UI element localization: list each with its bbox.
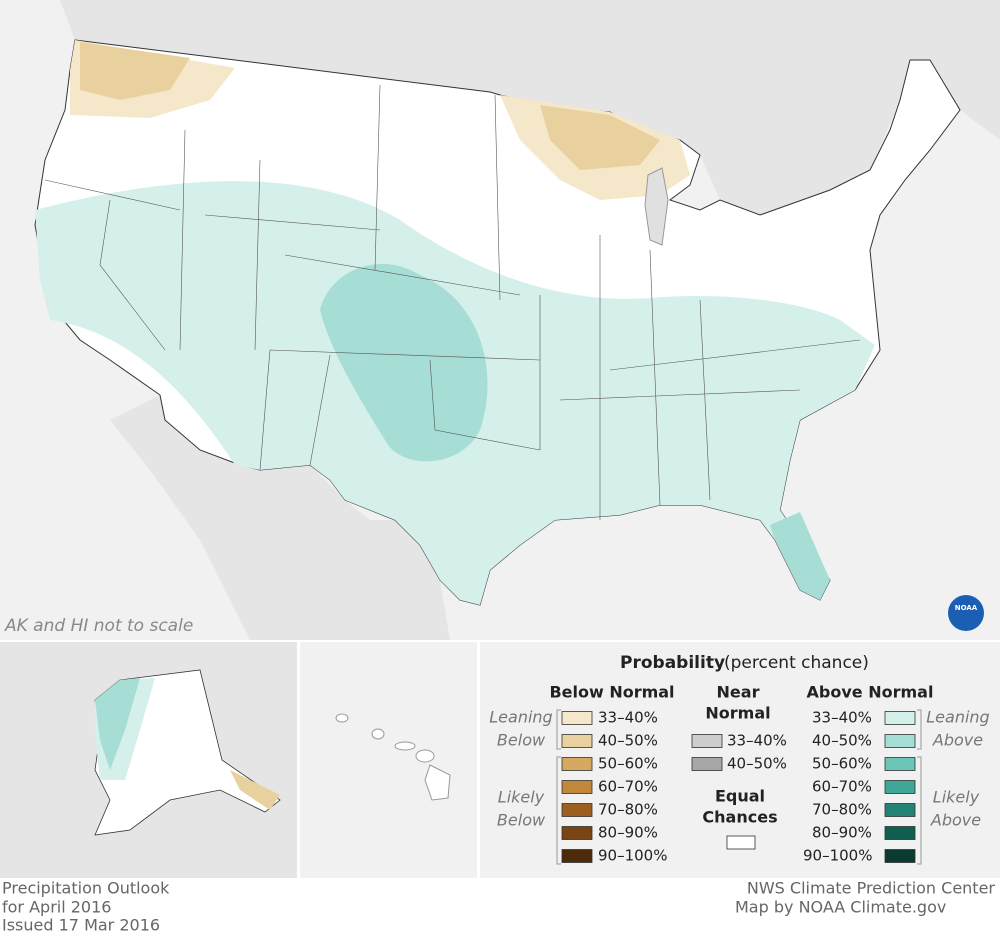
lake-michigan [644, 167, 669, 246]
legend-swatch [691, 734, 723, 748]
canada [0, 0, 1000, 215]
legend-swatch [884, 711, 916, 725]
legend-label: 60–70% [598, 778, 658, 796]
legend-label: 90–100% [598, 847, 667, 865]
footer-left: Precipitation Outlook [2, 879, 170, 898]
legend-label: 90–100% [803, 847, 872, 865]
legend-label: 40–50% [598, 732, 658, 750]
legend-swatch [884, 803, 916, 817]
legend-swatch [561, 711, 593, 725]
leaning-below-region [540, 105, 660, 170]
legend-heading: Near [717, 683, 760, 702]
mexico [110, 395, 450, 640]
legend-label: 33–40% [812, 709, 872, 727]
footer-right: NWS Climate Prediction Center [747, 879, 996, 898]
map-note: AK and HI not to scale [4, 616, 193, 636]
legend-side-label: Above [930, 811, 981, 830]
legend-swatch [561, 826, 593, 840]
legend-swatch [561, 757, 593, 771]
legend-swatch [561, 734, 593, 748]
footer-left: Issued 17 Mar 2016 [2, 916, 160, 935]
legend-swatch [884, 734, 916, 748]
leaning-below-region [230, 770, 280, 810]
legend-swatch [691, 757, 723, 771]
legend-side-label: Likely [498, 788, 545, 807]
leaning-above-region [770, 512, 830, 600]
hawaii-panel [300, 642, 477, 878]
legend-label: 60–70% [812, 778, 872, 796]
footer-left: for April 2016 [2, 898, 111, 917]
legend-side-label: Likely [933, 788, 980, 807]
noaa-logo [948, 595, 984, 631]
leaning-above-region [95, 678, 140, 770]
legend-label: 40–50% [812, 732, 872, 750]
legend-swatch [884, 757, 916, 771]
legend-label: 80–90% [598, 824, 658, 842]
legend-heading: Chances [702, 808, 777, 827]
legend-side-label: Below [497, 811, 546, 830]
legend-label: 33–40% [727, 732, 787, 750]
legend-side-label: Leaning [926, 708, 989, 727]
legend-swatch [884, 826, 916, 840]
legend-swatch [726, 835, 756, 850]
legend-label: 40–50% [727, 755, 787, 773]
legend-side-label: Above [932, 731, 983, 750]
legend-heading: Above Normal [807, 683, 934, 702]
legend-bracket [917, 756, 922, 865]
legend-swatch [561, 803, 593, 817]
legend-side-label: Below [497, 731, 546, 750]
footer-right: Map by NOAA Climate.gov [735, 898, 946, 917]
legend-heading: Normal [705, 704, 770, 723]
legend-side-label: Leaning [489, 708, 552, 727]
legend-label: 50–60% [812, 755, 872, 773]
legend-title: Probability [620, 653, 725, 673]
legend-bracket [917, 709, 922, 750]
legend-bracket [556, 709, 561, 750]
legend-swatch [561, 849, 593, 863]
legend-bracket [556, 756, 561, 865]
legend-swatch [884, 780, 916, 794]
legend-label: 33–40% [598, 709, 658, 727]
hawaii-islands [335, 713, 451, 801]
legend-title-note: (percent chance) [724, 653, 869, 673]
legend-label: 70–80% [812, 801, 872, 819]
leaning-above-region [320, 263, 488, 462]
legend-label: 80–90% [812, 824, 872, 842]
legend-swatch [561, 780, 593, 794]
legend-heading: Equal [715, 787, 765, 806]
logo-text: NOAA [955, 604, 978, 612]
leaning-below-region [80, 42, 190, 100]
legend-swatch [884, 849, 916, 863]
legend: Below Normal Near Normal Above Normal Equal C… [489, 683, 990, 865]
legend-label: 70–80% [598, 801, 658, 819]
legend-heading: Below Normal [549, 683, 674, 702]
state-borders [44, 84, 861, 520]
legend-label: 50–60% [598, 755, 658, 773]
